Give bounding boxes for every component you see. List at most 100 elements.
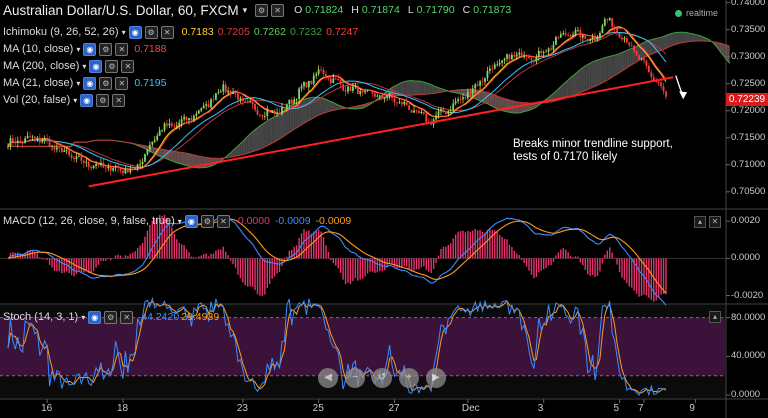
- candle-body: [129, 168, 132, 173]
- ma10-label[interactable]: MA (10, close): [3, 43, 74, 55]
- scroll-left-icon[interactable]: ◀: [318, 368, 338, 388]
- candle-body: [337, 78, 340, 81]
- ma10-visibility-icon[interactable]: ◉: [83, 42, 97, 56]
- ichimoku-settings-icon[interactable]: ⚙: [144, 25, 158, 39]
- candle-body: [234, 92, 237, 94]
- ichimoku-cloud-segment: [240, 141, 243, 156]
- ichimoku-cloud-segment: [590, 61, 593, 89]
- candle-body: [422, 111, 425, 114]
- ichimoku-cloud-segment: [171, 150, 175, 162]
- ma21-label[interactable]: MA (21, close): [3, 77, 74, 89]
- ma21-settings-icon[interactable]: ⚙: [99, 76, 113, 90]
- ichimoku-label[interactable]: Ichimoku (9, 26, 52, 26): [3, 26, 119, 38]
- price-tick-label: 0.71500: [731, 131, 766, 143]
- ichimoku-cloud-segment: [401, 81, 405, 96]
- vol-close-icon[interactable]: ✕: [112, 93, 126, 107]
- candle-body: [80, 156, 83, 161]
- ichimoku-cloud-segment: [607, 56, 610, 81]
- ichimoku-cloud-segment: [411, 80, 415, 96]
- ma200-visibility-icon[interactable]: ◉: [89, 59, 103, 73]
- candle-body: [53, 145, 56, 150]
- macd-settings-icon[interactable]: ⚙: [200, 214, 214, 228]
- candle-body: [550, 48, 552, 50]
- ohlc-value-H: 0.71874: [361, 4, 400, 16]
- candle-body: [359, 90, 362, 94]
- ichimoku-cloud-segment: [277, 113, 280, 141]
- candle-body: [437, 111, 440, 116]
- candle-body: [288, 99, 291, 105]
- ma200-dropdown-icon[interactable]: ▾: [82, 61, 87, 71]
- ichimoku-cloud-segment: [602, 57, 605, 83]
- ichimoku-cloud-segment: [492, 94, 495, 108]
- ma10-dropdown-icon[interactable]: ▾: [76, 44, 81, 54]
- candle-body: [530, 58, 533, 61]
- symbol-dropdown-icon[interactable]: ▾: [242, 4, 248, 15]
- vol-settings-icon[interactable]: ⚙: [96, 93, 110, 107]
- stoch-visibility-icon[interactable]: ◉: [88, 310, 102, 324]
- stoch-pane-maximize-icon[interactable]: ▴: [709, 311, 721, 323]
- ichimoku-cloud-segment: [325, 99, 329, 113]
- candle-body: [638, 55, 640, 60]
- candle-body: [9, 138, 12, 147]
- scroll-right-icon[interactable]: ▶: [426, 368, 446, 388]
- ma200-label[interactable]: MA (200, close): [3, 60, 80, 72]
- candle-body: [630, 45, 633, 47]
- support-trendline: [88, 76, 674, 188]
- vol-dropdown-icon[interactable]: ▾: [73, 95, 78, 105]
- stoch-settings-icon[interactable]: ⚙: [104, 310, 118, 324]
- symbol-title[interactable]: Australian Dollar/U.S. Dollar, 60, FXCM: [3, 2, 239, 18]
- reset-view-icon[interactable]: ↺: [372, 368, 392, 388]
- ma21-visibility-icon[interactable]: ◉: [83, 76, 97, 90]
- stoch-label[interactable]: Stoch (14, 3, 1): [3, 311, 79, 323]
- ichimoku-cloud-segment: [301, 99, 304, 125]
- stoch-value-0: 44.2420: [141, 311, 180, 323]
- macd-label[interactable]: MACD (12, 26, close, 9, false, true): [3, 215, 175, 227]
- ichimoku-cloud-segment: [570, 75, 574, 97]
- zoom-out-icon[interactable]: −: [345, 368, 365, 388]
- ichimoku-cloud-segment: [641, 42, 644, 60]
- ichimoku-cloud-segment: [294, 102, 297, 130]
- ichimoku-close-icon[interactable]: ✕: [160, 25, 174, 39]
- ma10-close-icon[interactable]: ✕: [115, 42, 129, 56]
- ma200-settings-icon[interactable]: ⚙: [105, 59, 119, 73]
- ma21-line: [7, 31, 667, 169]
- macd-dropdown-icon[interactable]: ▾: [177, 216, 182, 226]
- candle-body: [315, 73, 318, 76]
- ma10-settings-icon[interactable]: ⚙: [99, 42, 113, 56]
- ichimoku-dropdown-icon[interactable]: ▾: [121, 27, 126, 37]
- ma200-close-icon[interactable]: ✕: [121, 59, 135, 73]
- ichimoku-cloud-segment: [577, 69, 581, 94]
- ma21-close-icon[interactable]: ✕: [115, 76, 129, 90]
- candle-body: [254, 104, 256, 110]
- macd-visibility-icon[interactable]: ◉: [184, 214, 198, 228]
- ohlc-key-L: L: [407, 4, 414, 16]
- settings-icon[interactable]: ⚙: [255, 3, 269, 17]
- macd-pane-maximize-icon[interactable]: ▴: [694, 216, 706, 228]
- ma21-dropdown-icon[interactable]: ▾: [76, 78, 81, 88]
- ohlc-value-O: 0.71824: [305, 4, 344, 16]
- candle-body: [498, 62, 501, 65]
- candle-body: [217, 92, 220, 94]
- ichimoku-cloud-segment: [193, 154, 197, 168]
- ichimoku-cloud-segment: [675, 32, 679, 45]
- vol-label[interactable]: Vol (20, false): [3, 94, 71, 106]
- candle-body: [100, 162, 102, 166]
- close-icon[interactable]: ✕: [271, 3, 285, 17]
- macd-pane-close-icon[interactable]: ✕: [709, 216, 721, 228]
- candle-body: [371, 90, 374, 94]
- macd-close-icon[interactable]: ✕: [216, 214, 230, 228]
- ichimoku-cloud-segment: [279, 112, 282, 139]
- stoch-dropdown-icon[interactable]: ▾: [81, 312, 86, 322]
- ichimoku-cloud-segment: [406, 80, 410, 96]
- ichimoku-visibility-icon[interactable]: ◉: [128, 25, 142, 39]
- candle-body: [202, 105, 205, 109]
- candle-body: [374, 93, 376, 97]
- vol-visibility-icon[interactable]: ◉: [80, 93, 94, 107]
- ichimoku-cloud-segment: [516, 101, 520, 114]
- stoch-close-icon[interactable]: ✕: [120, 310, 134, 324]
- zoom-in-icon[interactable]: +: [399, 368, 419, 388]
- candle-body: [459, 99, 462, 101]
- candle-body: [114, 165, 117, 168]
- ichimoku-cloud-segment: [426, 82, 429, 95]
- ichimoku-cloud-segment: [555, 88, 559, 101]
